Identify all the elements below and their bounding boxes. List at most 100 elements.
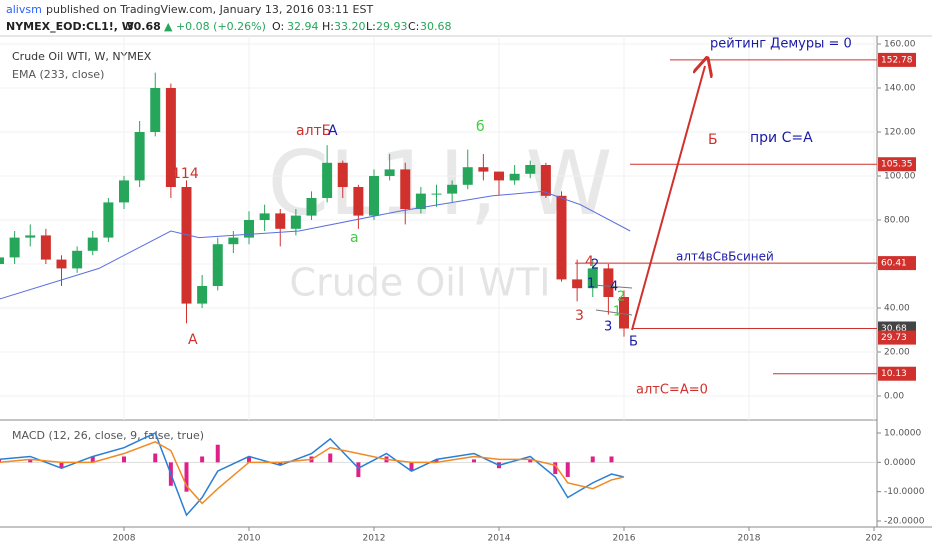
level-label: 60.41 — [881, 259, 907, 269]
annotation: алтБ — [296, 123, 331, 139]
last: 30.68 — [126, 20, 161, 33]
candle-body — [494, 171, 504, 181]
plot — [0, 36, 877, 420]
y-tick-label: 140.00 — [884, 84, 916, 94]
candle-body — [165, 88, 176, 187]
macd-hist — [609, 456, 614, 463]
change: ▲ +0.08 (+0.26%) — [164, 20, 266, 33]
macd-tick-label: -10.0000 — [884, 487, 925, 497]
c-label: C: — [408, 20, 419, 33]
macd-hist — [247, 456, 251, 463]
candle-body — [228, 237, 239, 245]
candle-body — [431, 193, 442, 195]
annotation: 3 — [575, 308, 584, 324]
candle-body — [525, 165, 536, 174]
h: 33.20 — [334, 20, 366, 33]
macd-hist — [356, 462, 361, 477]
watermark-sub: Crude Oil WTI — [290, 261, 551, 305]
candle-body — [587, 268, 598, 289]
y-tick-label: 20.00 — [884, 348, 910, 358]
macd-hist — [434, 459, 439, 463]
author[interactable]: alivsm — [6, 3, 42, 16]
c: 30.68 — [420, 20, 452, 33]
o-label: O: — [272, 20, 284, 33]
candle-body — [603, 268, 614, 297]
level-badge — [878, 157, 916, 172]
macd-hist — [153, 453, 158, 463]
level-badge — [878, 366, 916, 381]
candle-body — [0, 257, 4, 264]
x-tick-label: 2008 — [113, 534, 136, 544]
candle-body — [72, 250, 83, 269]
level-label: 10.13 — [881, 369, 907, 379]
candle-body — [9, 237, 20, 258]
candle-body — [462, 167, 473, 185]
candle-body — [25, 235, 36, 238]
x-tick-label: 2016 — [613, 534, 636, 544]
macd-tick-label: 0.0000 — [884, 458, 916, 468]
candle-body — [197, 286, 208, 304]
annotation: 1 — [613, 305, 621, 320]
level-label: 152.78 — [881, 55, 913, 65]
macd-hist — [215, 444, 220, 463]
y-tick-label: 80.00 — [884, 216, 910, 226]
candle-body — [478, 167, 489, 172]
macd-hist — [59, 462, 64, 469]
x-tick-label: 2014 — [488, 534, 511, 544]
macd-line — [0, 431, 625, 517]
annotation: 2 — [591, 258, 599, 273]
candle-body — [212, 244, 223, 286]
l-label: L: — [366, 20, 376, 33]
candle-body — [400, 169, 411, 209]
macd-hist — [90, 456, 95, 463]
annotation: 4 — [610, 280, 618, 295]
annotation: алт4вСвБсиней — [676, 250, 774, 264]
h-label: H: — [322, 20, 334, 33]
macd-hist — [565, 462, 570, 477]
level-badge — [878, 330, 916, 345]
candle-body — [572, 279, 583, 289]
macd-title: MACD (12, 26, close, 9, false, true) — [12, 429, 204, 442]
annotation: 114 — [172, 166, 199, 182]
candle-body — [244, 220, 254, 238]
macd-hist — [409, 462, 414, 472]
chart-title: Crude Oil WTI, W, NYMEX — [12, 50, 152, 63]
x-tick-label: 2012 — [363, 534, 386, 544]
candle-body — [290, 215, 301, 229]
candle-body — [540, 165, 551, 196]
macd-hist — [122, 456, 126, 463]
candle-body — [259, 213, 270, 220]
level-badge — [878, 256, 916, 271]
y-tick-label: 120.00 — [884, 128, 916, 138]
indicator-label: EMA (233, close) — [12, 68, 104, 81]
x-tick-label: 2010 — [238, 534, 261, 544]
annotation: 1 — [587, 277, 595, 292]
candle-body — [619, 297, 629, 329]
annotation: 4 — [585, 254, 594, 270]
candle-body — [134, 132, 145, 181]
ema-line — [0, 190, 631, 300]
candle-body — [369, 176, 379, 216]
candle-body — [103, 202, 114, 238]
macd-hist — [553, 462, 558, 475]
candle-body — [415, 193, 426, 209]
candle-body — [353, 187, 364, 216]
macd-hist — [0, 459, 1, 463]
annotation: Б — [708, 132, 718, 148]
macd-hist — [278, 462, 283, 466]
level-label: 105.35 — [881, 160, 913, 170]
y-tick-label: 0.00 — [884, 392, 904, 402]
candle-body — [447, 184, 458, 194]
annotation: при С=А — [750, 130, 813, 146]
macd-hist — [328, 453, 333, 463]
x-tick-label: 202 — [865, 534, 882, 544]
l: 29.93 — [376, 20, 408, 33]
annotation: A — [188, 332, 198, 348]
macd-hist — [200, 456, 205, 463]
x-tick-label: 2018 — [738, 534, 761, 544]
annotation: б — [476, 119, 485, 135]
candle-body — [556, 195, 567, 280]
candle-body — [384, 169, 395, 176]
annotation: 3 — [604, 320, 612, 335]
published: published on TradingView.com, January 13… — [46, 3, 373, 16]
